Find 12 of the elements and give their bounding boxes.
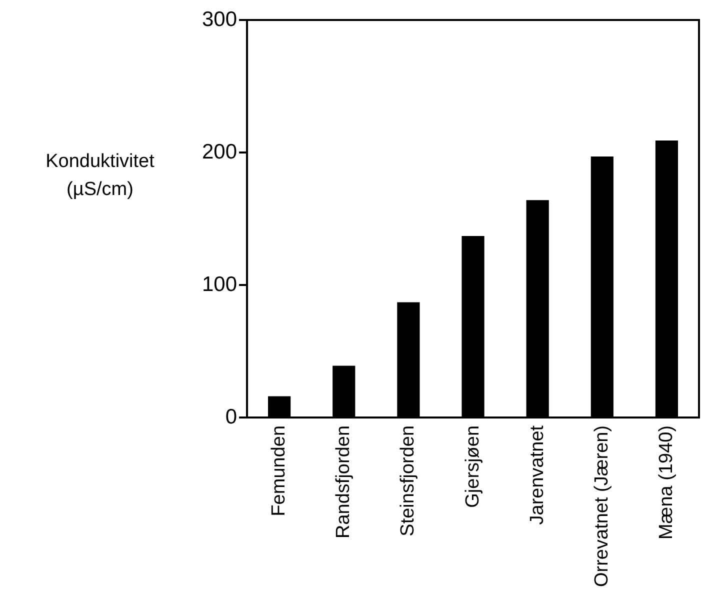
x-tick-label: Jarenvatnet: [526, 424, 548, 525]
y-axis-title: Konduktivitet (µS/cm): [44, 150, 156, 202]
y-tick-label: 100: [202, 272, 238, 296]
x-tick-label: Randsfjorden: [333, 425, 354, 538]
x-tick-label: Mæna (1940): [656, 425, 677, 540]
x-tick-label: Orrevatnet (Jæren): [591, 425, 612, 587]
x-tick-label: Femunden: [268, 425, 290, 516]
y-tick-label: 200: [202, 140, 238, 164]
x-tick-label: Gjersjøen: [462, 425, 484, 508]
x-tick-label: Steinsfjorden: [398, 425, 419, 536]
y-tick-label: 300: [202, 8, 238, 31]
y-tick-label: 0: [225, 405, 238, 428]
